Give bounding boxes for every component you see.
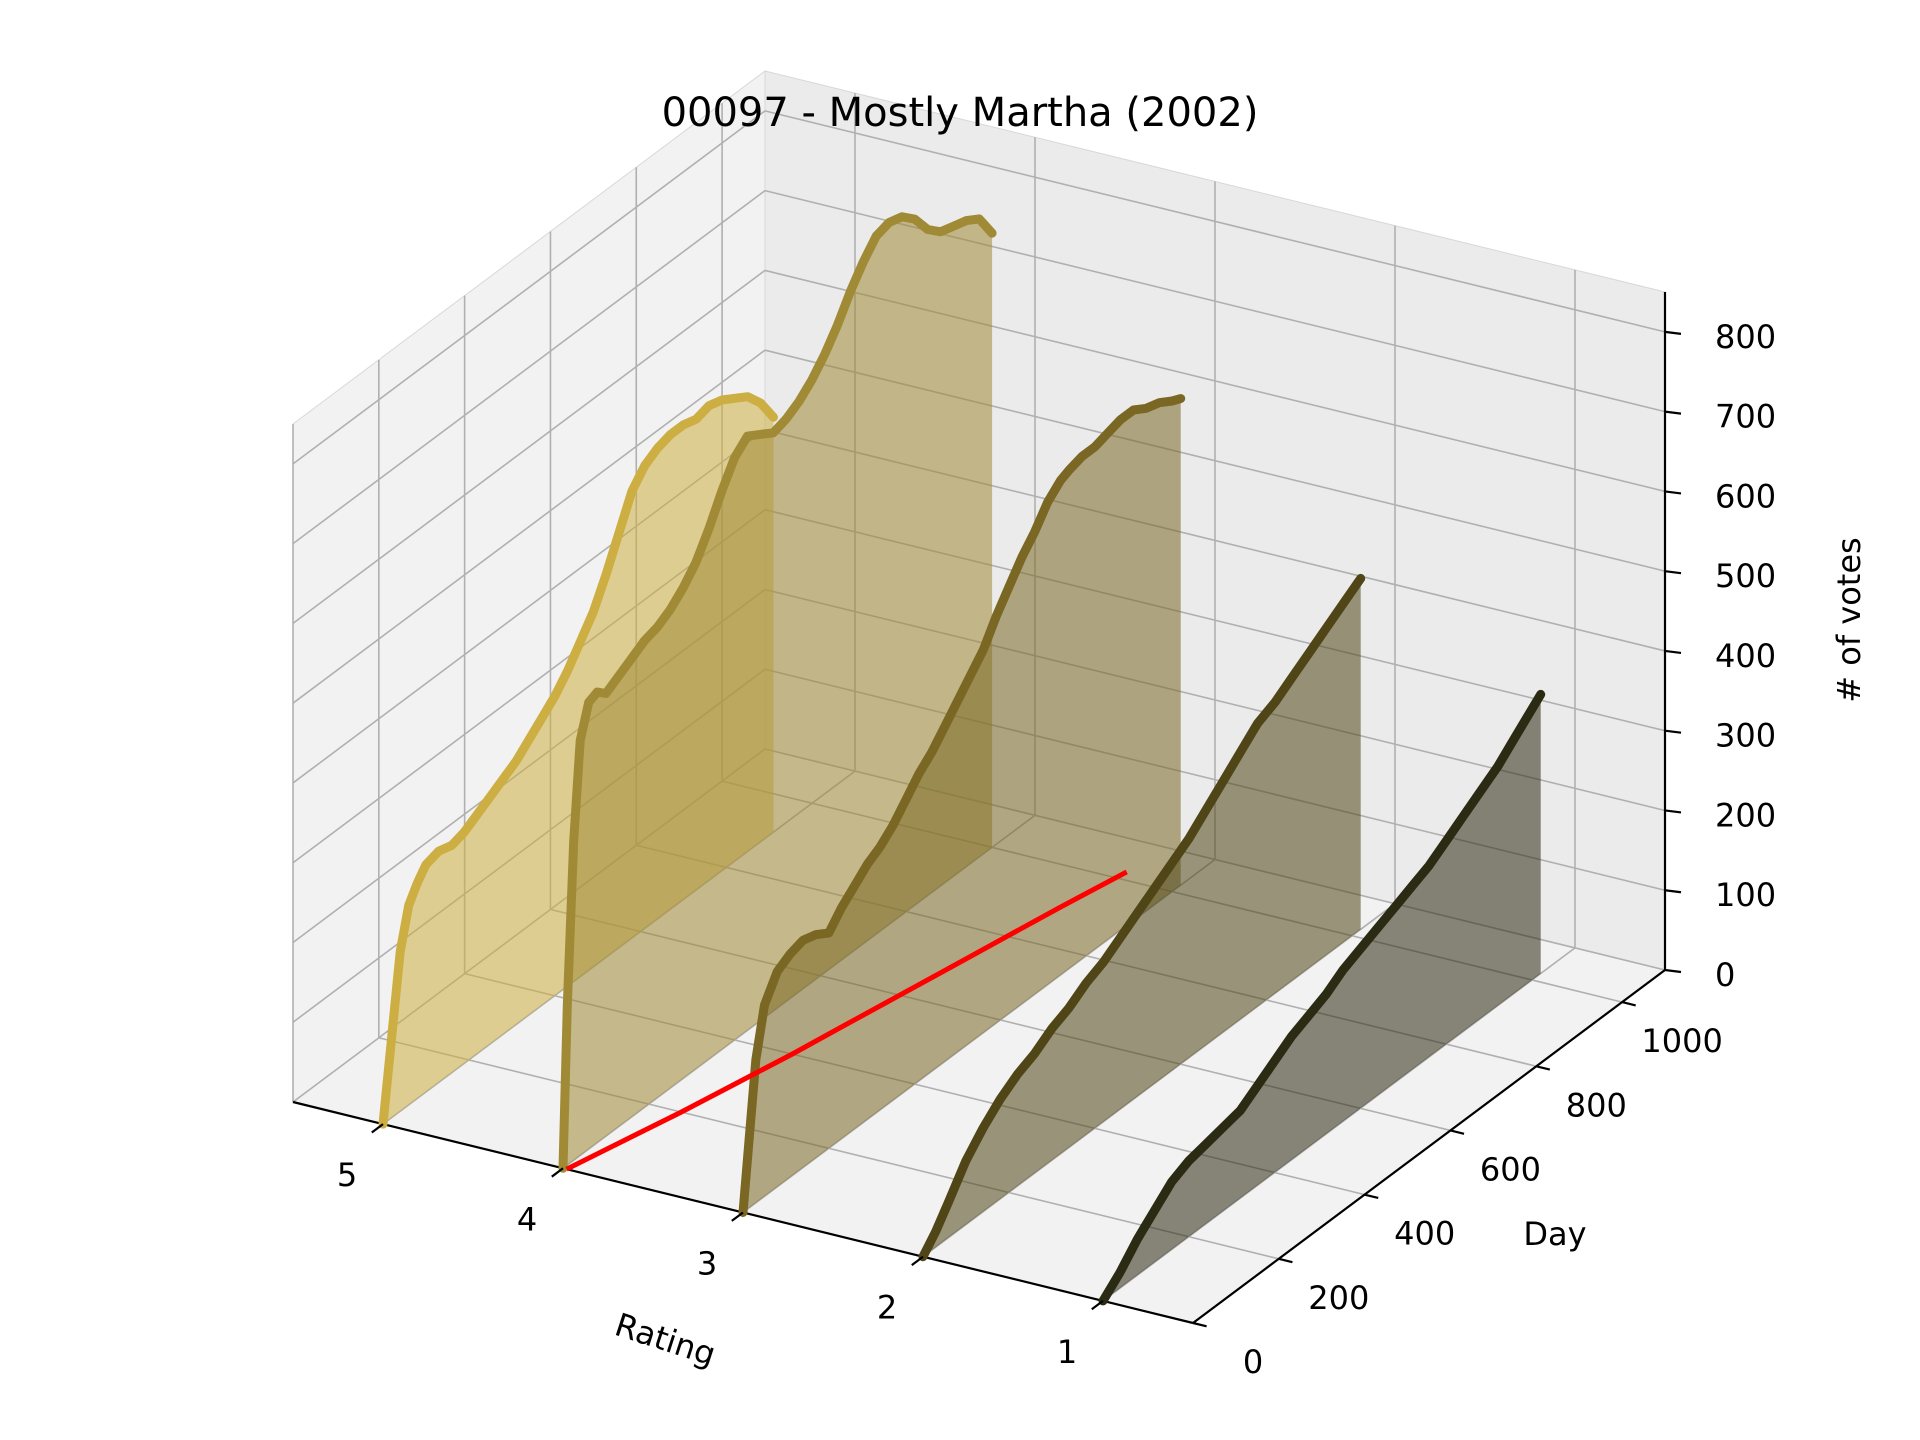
series-line-rating-3 [738,394,1186,1217]
votes-tick-label: 800 [1715,318,1776,356]
series-fill-rating-1 [1103,694,1541,1301]
grid-line-votes-left [292,269,766,625]
votes-tick-mark [1664,729,1682,734]
votes-tick-label: 400 [1715,637,1776,675]
series-fill-rating-4 [563,216,993,1169]
votes-tick-label: 600 [1715,477,1776,515]
votes-tick-label: 0 [1715,956,1735,994]
series-fill-rating-3 [743,398,1181,1213]
series-line-rating-1 [1098,689,1546,1306]
series-rating-2 [918,573,1366,1262]
rating-tick-mark [731,1211,744,1222]
day-tick-mark [1536,1065,1551,1071]
votes-tick-mark [1664,809,1682,814]
series-rating-4 [558,212,997,1173]
series-layer [378,212,1546,1306]
votes-tick-mark [1664,490,1682,495]
votes-tick-mark [1664,889,1682,894]
day-axis-line [1192,969,1666,1324]
votes-tick-mark [1664,968,1682,974]
series-rating-1 [1098,689,1546,1306]
z-axis-label: # of votes [1830,537,1868,702]
grid-line-votes-left [292,349,766,704]
series-fill-rating-2 [923,578,1361,1257]
votes-tick-mark [1664,649,1682,655]
votes-tick-label: 300 [1715,717,1776,755]
day-tick-mark [1192,1321,1207,1328]
y-axis-label: Day [1523,1215,1586,1253]
grid-line-votes-left [292,110,766,465]
day-tick-label: 0 [1243,1343,1263,1381]
day-tick-label: 800 [1566,1086,1627,1124]
votes-tick-mark [1664,570,1682,575]
series-line-rating-4 [558,212,997,1173]
rating-tick-mark [371,1123,384,1134]
votes-tick-mark [1664,330,1682,335]
rating-tick-label: 3 [697,1245,717,1283]
rating-tick-label: 2 [877,1289,897,1327]
votes-tick-mark [1664,410,1682,415]
votes-tick-label: 500 [1715,557,1776,595]
day-tick-label: 200 [1308,1279,1369,1317]
x-axis-label: Rating [610,1306,720,1374]
chart-title: 00097 - Mostly Martha (2002) [662,90,1259,136]
votes-tick-label: 200 [1715,796,1776,834]
mean-rating-line [565,869,1128,1172]
day-tick-label: 600 [1480,1150,1541,1188]
rating-tick-label: 4 [517,1200,537,1238]
day-tick-mark [1278,1257,1293,1264]
rating-tick-label: 1 [1057,1333,1077,1371]
day-tick-mark [1364,1193,1379,1200]
series-line-rating-2 [918,573,1366,1262]
rating-tick-mark [551,1167,564,1178]
rating-tick-mark [911,1255,924,1266]
rating-tick-mark [1091,1300,1104,1311]
series-line-rating-5 [378,392,778,1129]
series-rating-3 [738,394,1186,1217]
votes-tick-label: 700 [1715,398,1776,436]
day-tick-mark [1621,1001,1636,1007]
day-tick-label: 1000 [1641,1022,1722,1060]
grid-line-votes-left [292,190,766,545]
day-tick-label: 400 [1394,1215,1455,1253]
rating-tick-label: 5 [337,1156,357,1194]
tick-labels: 1 2 3 4 5 0 200 400 600 800 1000 0 100 200 300 400 500 60… [337,318,1776,1381]
grid-line-votes-back [764,110,1666,333]
day-tick-mark [1450,1129,1465,1135]
votes-tick-label: 100 [1715,876,1776,914]
